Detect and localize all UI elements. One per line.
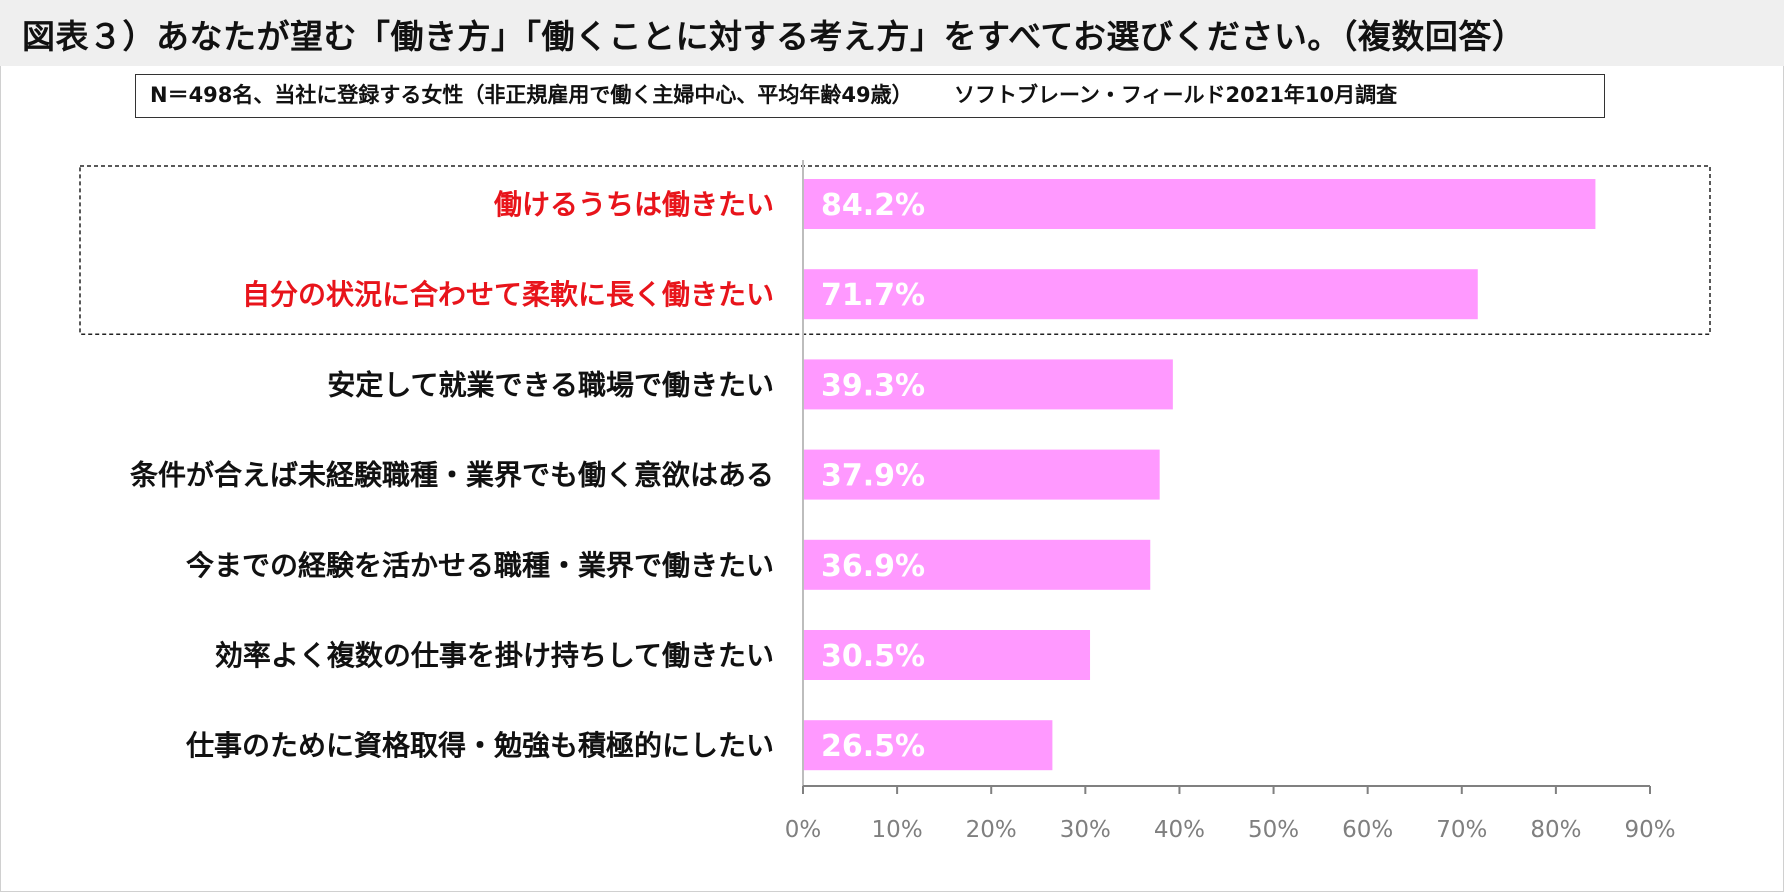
x-tick-label: 60% xyxy=(1342,817,1393,843)
bar xyxy=(803,269,1478,320)
category-label: 仕事のために資格取得・勉強も積極的にしたい xyxy=(185,729,774,762)
survey-source-note: ソフトブレーン・フィールド2021年10月調査 xyxy=(953,83,1398,107)
x-tick-label: 30% xyxy=(1060,817,1111,843)
category-label: 条件が合えば未経験職種・業界でも働く意欲はある xyxy=(130,459,774,492)
bar xyxy=(803,539,1151,590)
category-label: 今までの経験を活かせる職種・業界で働きたい xyxy=(186,549,774,582)
bar xyxy=(803,720,1053,771)
category-label: 効率よく複数の仕事を掛け持ちして働きたい xyxy=(215,639,774,672)
x-tick-label: 0% xyxy=(785,817,822,843)
x-tick-label: 70% xyxy=(1436,817,1487,843)
bar-value-label: 26.5% xyxy=(821,729,925,764)
category-label-highlighted: 働けるうちは働きたい xyxy=(493,188,774,221)
title-bar: 図表３）あなたが望む「働き方」「働くことに対する考え方」をすべてお選びください。… xyxy=(0,0,1784,66)
x-tick-label: 50% xyxy=(1248,817,1299,843)
bar-value-label: 30.5% xyxy=(821,639,925,674)
bar-value-label: 71.7% xyxy=(821,278,925,313)
bar xyxy=(803,449,1160,500)
category-label-highlighted: 自分の状況に合わせて柔軟に長く働きたい xyxy=(242,278,774,311)
survey-note-box: N＝498名、当社に登録する女性（非正規雇用で働く主婦中心、平均年齢49歳） ソ… xyxy=(135,74,1605,118)
bar xyxy=(803,630,1091,680)
highlight-dashed-box xyxy=(79,165,1711,335)
survey-sample-note: N＝498名、当社に登録する女性（非正規雇用で働く主婦中心、平均年齢49歳） xyxy=(150,83,913,107)
x-tick-label: 10% xyxy=(872,817,923,843)
bar-value-label: 36.9% xyxy=(821,549,925,584)
x-tick-label: 20% xyxy=(966,817,1017,843)
x-tick-label: 40% xyxy=(1154,817,1205,843)
category-label: 安定して就業できる職場で働きたい xyxy=(327,368,774,401)
bar-value-label: 84.2% xyxy=(821,188,925,223)
x-tick-label: 80% xyxy=(1530,817,1581,843)
bar xyxy=(803,359,1173,410)
x-tick-label: 90% xyxy=(1624,817,1675,843)
bar xyxy=(803,179,1596,229)
bar-value-label: 37.9% xyxy=(821,459,925,494)
bar-value-label: 39.3% xyxy=(821,368,925,403)
page-title: 図表３）あなたが望む「働き方」「働くことに対する考え方」をすべてお選びください。… xyxy=(22,17,1526,56)
